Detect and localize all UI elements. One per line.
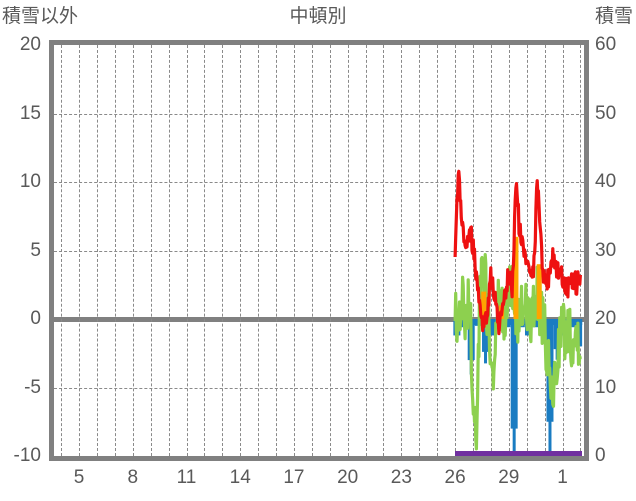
gridline-x-12	[204, 45, 206, 456]
y-tick-right-60: 60	[595, 34, 617, 55]
gridline-y-5	[54, 250, 584, 252]
bar-orange	[536, 264, 542, 319]
x-tick-11: 11	[176, 467, 197, 488]
gridline-x-19	[329, 45, 331, 456]
bar-blue-spike	[512, 319, 516, 456]
gridline-x-22	[383, 45, 385, 456]
y-tick-right-50: 50	[595, 102, 617, 124]
chart-title: 中頓別	[289, 6, 347, 27]
gridline-x-29	[508, 45, 510, 456]
bar-orange	[481, 291, 487, 319]
gridline-x-18	[311, 45, 313, 456]
gridline-x-4	[61, 45, 63, 456]
y-tick-left-15: 15	[19, 102, 41, 124]
y-tick-right-30: 30	[595, 239, 617, 261]
bar-blue-spike	[484, 319, 488, 364]
gridline-x-11	[186, 45, 188, 456]
y-tick-right-40: 40	[595, 171, 617, 192]
plot-inner	[54, 45, 584, 456]
gridline-x-7	[114, 45, 116, 456]
y-tick-right-0: 0	[595, 445, 606, 466]
x-tick-8: 8	[127, 467, 139, 488]
bar-orange	[513, 236, 519, 319]
left-axis-title: 積雪以外	[2, 6, 79, 27]
gridline-x-16	[276, 45, 278, 456]
gridline-y-10	[54, 182, 584, 183]
gridline-x-21	[365, 45, 367, 456]
gridline-y-0	[54, 316, 584, 322]
gridline-x-6	[96, 45, 98, 456]
y-tick-right-10: 10	[595, 376, 617, 398]
gridline-x-24	[419, 45, 421, 456]
gridline-x-31	[544, 45, 546, 456]
y-tick-right-20: 20	[595, 308, 617, 329]
x-tick-23: 23	[390, 467, 412, 488]
purple-baseline	[455, 451, 583, 456]
y-tick-left-10: 10	[19, 171, 41, 192]
gridline-x-10	[168, 45, 170, 456]
gridline-x-20	[347, 45, 349, 456]
x-tick-14: 14	[229, 467, 251, 488]
gridline-x-32	[562, 45, 564, 456]
gridline-x-15	[258, 45, 260, 456]
series-layer	[453, 169, 583, 456]
gridline-x-28	[490, 45, 492, 456]
gridline-x-14	[240, 45, 242, 456]
y-tick-left-0: 0	[30, 308, 41, 329]
gridline-x-8	[132, 45, 134, 456]
y-tick-left--5: -5	[24, 376, 41, 398]
gridline-x-5	[79, 45, 81, 456]
gridline-y-15	[54, 113, 584, 115]
gridline-x-9	[150, 45, 152, 456]
right-axis-title: 積雪	[594, 6, 633, 27]
gridline-x-23	[401, 45, 403, 456]
series-path	[453, 253, 582, 451]
plot-area	[49, 40, 589, 461]
gridline-x-25	[437, 45, 439, 456]
x-tick-17: 17	[283, 467, 305, 488]
gridline-x-13	[222, 45, 224, 456]
bar-blue	[489, 319, 497, 336]
x-tick-20: 20	[337, 467, 359, 488]
series-path	[453, 169, 582, 336]
y-tick-left-20: 20	[19, 34, 41, 55]
gridline-y--5	[54, 387, 584, 389]
gridline-x-33	[580, 45, 582, 456]
y-tick-left--10: -10	[13, 445, 41, 466]
x-tick-1: 1	[557, 467, 568, 488]
y-tick-left-5: 5	[30, 239, 41, 261]
gridline-x-30	[526, 45, 528, 456]
x-tick-29: 29	[498, 467, 520, 488]
x-tick-26: 26	[444, 467, 466, 488]
gridline-x-17	[293, 45, 295, 456]
x-tick-5: 5	[73, 467, 85, 488]
